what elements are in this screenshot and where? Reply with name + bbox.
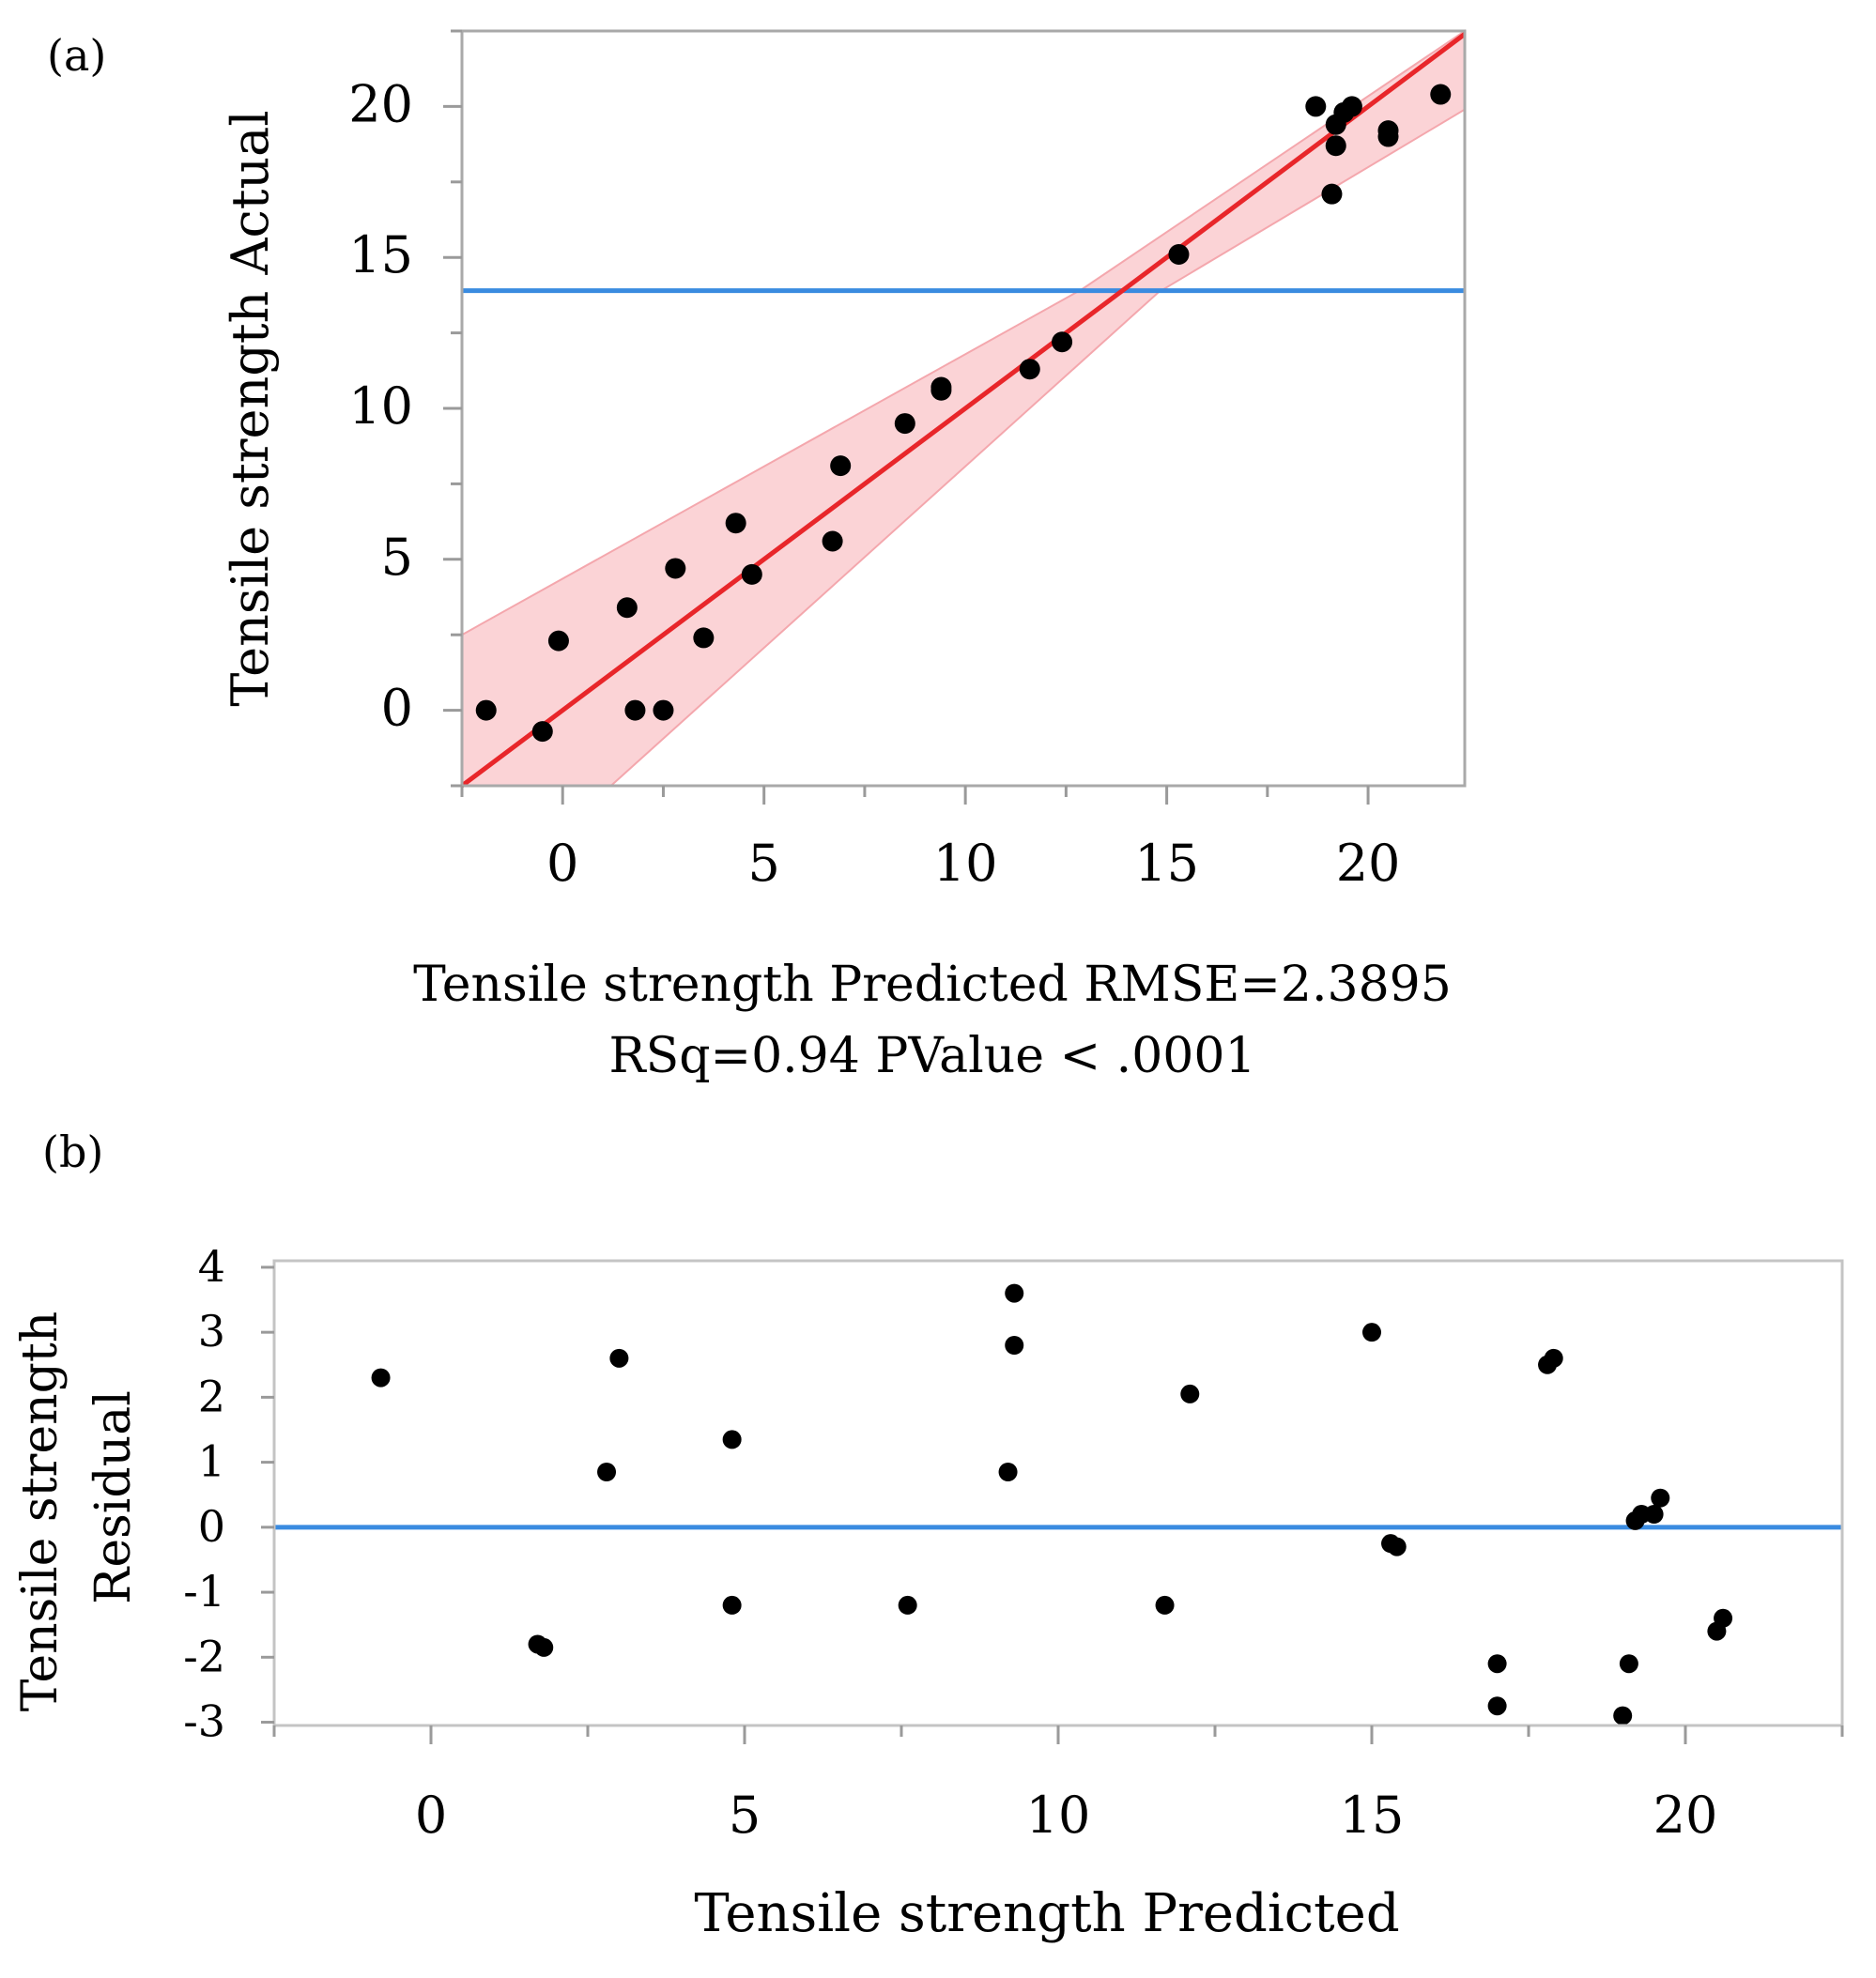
y-axis-ticks: 0 5 10 15 20 bbox=[348, 29, 462, 788]
data-point bbox=[1341, 96, 1362, 117]
panel-a: (a) 0 5 10 15 20 0 5 10 15 20 Tensile strength P… bbox=[47, 29, 1467, 1084]
data-point bbox=[653, 699, 674, 721]
data-point bbox=[830, 455, 852, 477]
data-point bbox=[1005, 1283, 1024, 1303]
data-point bbox=[534, 1637, 554, 1657]
x-tick-label: 5 bbox=[729, 1786, 761, 1845]
data-point bbox=[1325, 135, 1346, 157]
x-tick-label: 5 bbox=[748, 834, 780, 893]
data-points bbox=[475, 84, 1452, 743]
data-point bbox=[1005, 1336, 1024, 1355]
plot-frame bbox=[272, 1259, 1844, 1727]
fit-line bbox=[460, 32, 1467, 789]
y-axis-label-line2: Residual bbox=[85, 1390, 142, 1604]
x-axis-label: Tensile strength Predicted bbox=[694, 1883, 1399, 1944]
data-point bbox=[1180, 1384, 1200, 1403]
data-point bbox=[998, 1463, 1018, 1481]
x-axis-label: Tensile strength Predicted RMSE=2.3895 bbox=[413, 957, 1452, 1013]
data-point bbox=[1430, 84, 1452, 105]
data-point bbox=[725, 513, 746, 534]
data-points bbox=[371, 1283, 1733, 1725]
y-tick-label: 3 bbox=[198, 1306, 225, 1357]
data-point bbox=[894, 413, 915, 435]
y-tick-label: 15 bbox=[348, 225, 413, 284]
y-tick-label: 0 bbox=[381, 679, 413, 738]
data-point bbox=[1377, 120, 1399, 142]
data-point bbox=[609, 1348, 629, 1368]
data-point bbox=[1019, 359, 1040, 380]
data-point bbox=[531, 721, 553, 743]
x-tick-label: 10 bbox=[1026, 1786, 1091, 1845]
y-tick-label: 2 bbox=[198, 1371, 225, 1421]
plot-border bbox=[272, 1259, 1844, 1727]
x-tick-label: 0 bbox=[546, 834, 578, 893]
reference-lines bbox=[460, 32, 1467, 789]
data-point bbox=[1387, 1537, 1407, 1556]
data-point bbox=[693, 627, 715, 649]
data-point bbox=[665, 558, 686, 579]
x-tick-label: 15 bbox=[1340, 1786, 1405, 1845]
data-point bbox=[1644, 1505, 1664, 1524]
y-tick-label: 5 bbox=[381, 528, 413, 587]
panel-a-label: (a) bbox=[47, 30, 106, 81]
data-point bbox=[1305, 96, 1327, 117]
y-tick-label: 1 bbox=[198, 1436, 225, 1487]
data-point bbox=[1619, 1654, 1638, 1674]
y-tick-label: 20 bbox=[348, 74, 413, 133]
data-point bbox=[741, 563, 762, 585]
data-point bbox=[1544, 1348, 1563, 1368]
x-axis-ticks: 0 5 10 15 20 bbox=[272, 1725, 1844, 1845]
data-point bbox=[616, 597, 638, 619]
data-point bbox=[1651, 1488, 1670, 1508]
data-point bbox=[930, 379, 952, 401]
data-point bbox=[597, 1463, 617, 1481]
data-point bbox=[898, 1595, 917, 1615]
y-tick-label: -3 bbox=[183, 1696, 225, 1747]
data-point bbox=[722, 1595, 742, 1615]
y-axis-ticks: -3 -2 -1 0 1 2 3 4 bbox=[183, 1241, 274, 1747]
data-point bbox=[1613, 1706, 1633, 1725]
data-point bbox=[547, 630, 569, 652]
x-tick-label: 20 bbox=[1336, 834, 1401, 893]
y-tick-label: 10 bbox=[348, 376, 413, 436]
data-point bbox=[371, 1368, 391, 1388]
x-axis-label-line2: RSq=0.94 PValue < .0001 bbox=[608, 1028, 1255, 1084]
data-point bbox=[1052, 331, 1073, 353]
x-tick-label: 15 bbox=[1134, 834, 1199, 893]
data-point bbox=[624, 699, 646, 721]
data-point bbox=[1487, 1654, 1507, 1674]
y-tick-label: -1 bbox=[183, 1566, 225, 1617]
panel-b-label: (b) bbox=[42, 1127, 103, 1177]
data-point bbox=[1155, 1595, 1175, 1615]
x-axis-ticks: 0 5 10 15 20 bbox=[460, 786, 1401, 893]
y-axis-label: Tensile strength Actual bbox=[221, 110, 280, 706]
data-point bbox=[1321, 183, 1343, 205]
panel-b: (b) 0 5 10 15 20 -3 -2 -1 0 1 2 3 4 Tensile strengt… bbox=[12, 1127, 1844, 1944]
y-tick-label: -2 bbox=[183, 1631, 225, 1681]
x-tick-label: 10 bbox=[933, 834, 998, 893]
data-point bbox=[722, 1430, 742, 1449]
data-point bbox=[1362, 1323, 1381, 1342]
data-point bbox=[475, 699, 497, 721]
data-point bbox=[1168, 243, 1190, 265]
data-point bbox=[1714, 1608, 1733, 1628]
x-tick-label: 20 bbox=[1653, 1786, 1718, 1845]
y-axis-label: Tensile strength bbox=[12, 1311, 69, 1712]
data-point bbox=[822, 530, 843, 552]
y-tick-label: 4 bbox=[198, 1241, 225, 1292]
x-tick-label: 0 bbox=[415, 1786, 447, 1845]
data-point bbox=[1487, 1696, 1507, 1716]
y-tick-label: 0 bbox=[198, 1501, 225, 1552]
